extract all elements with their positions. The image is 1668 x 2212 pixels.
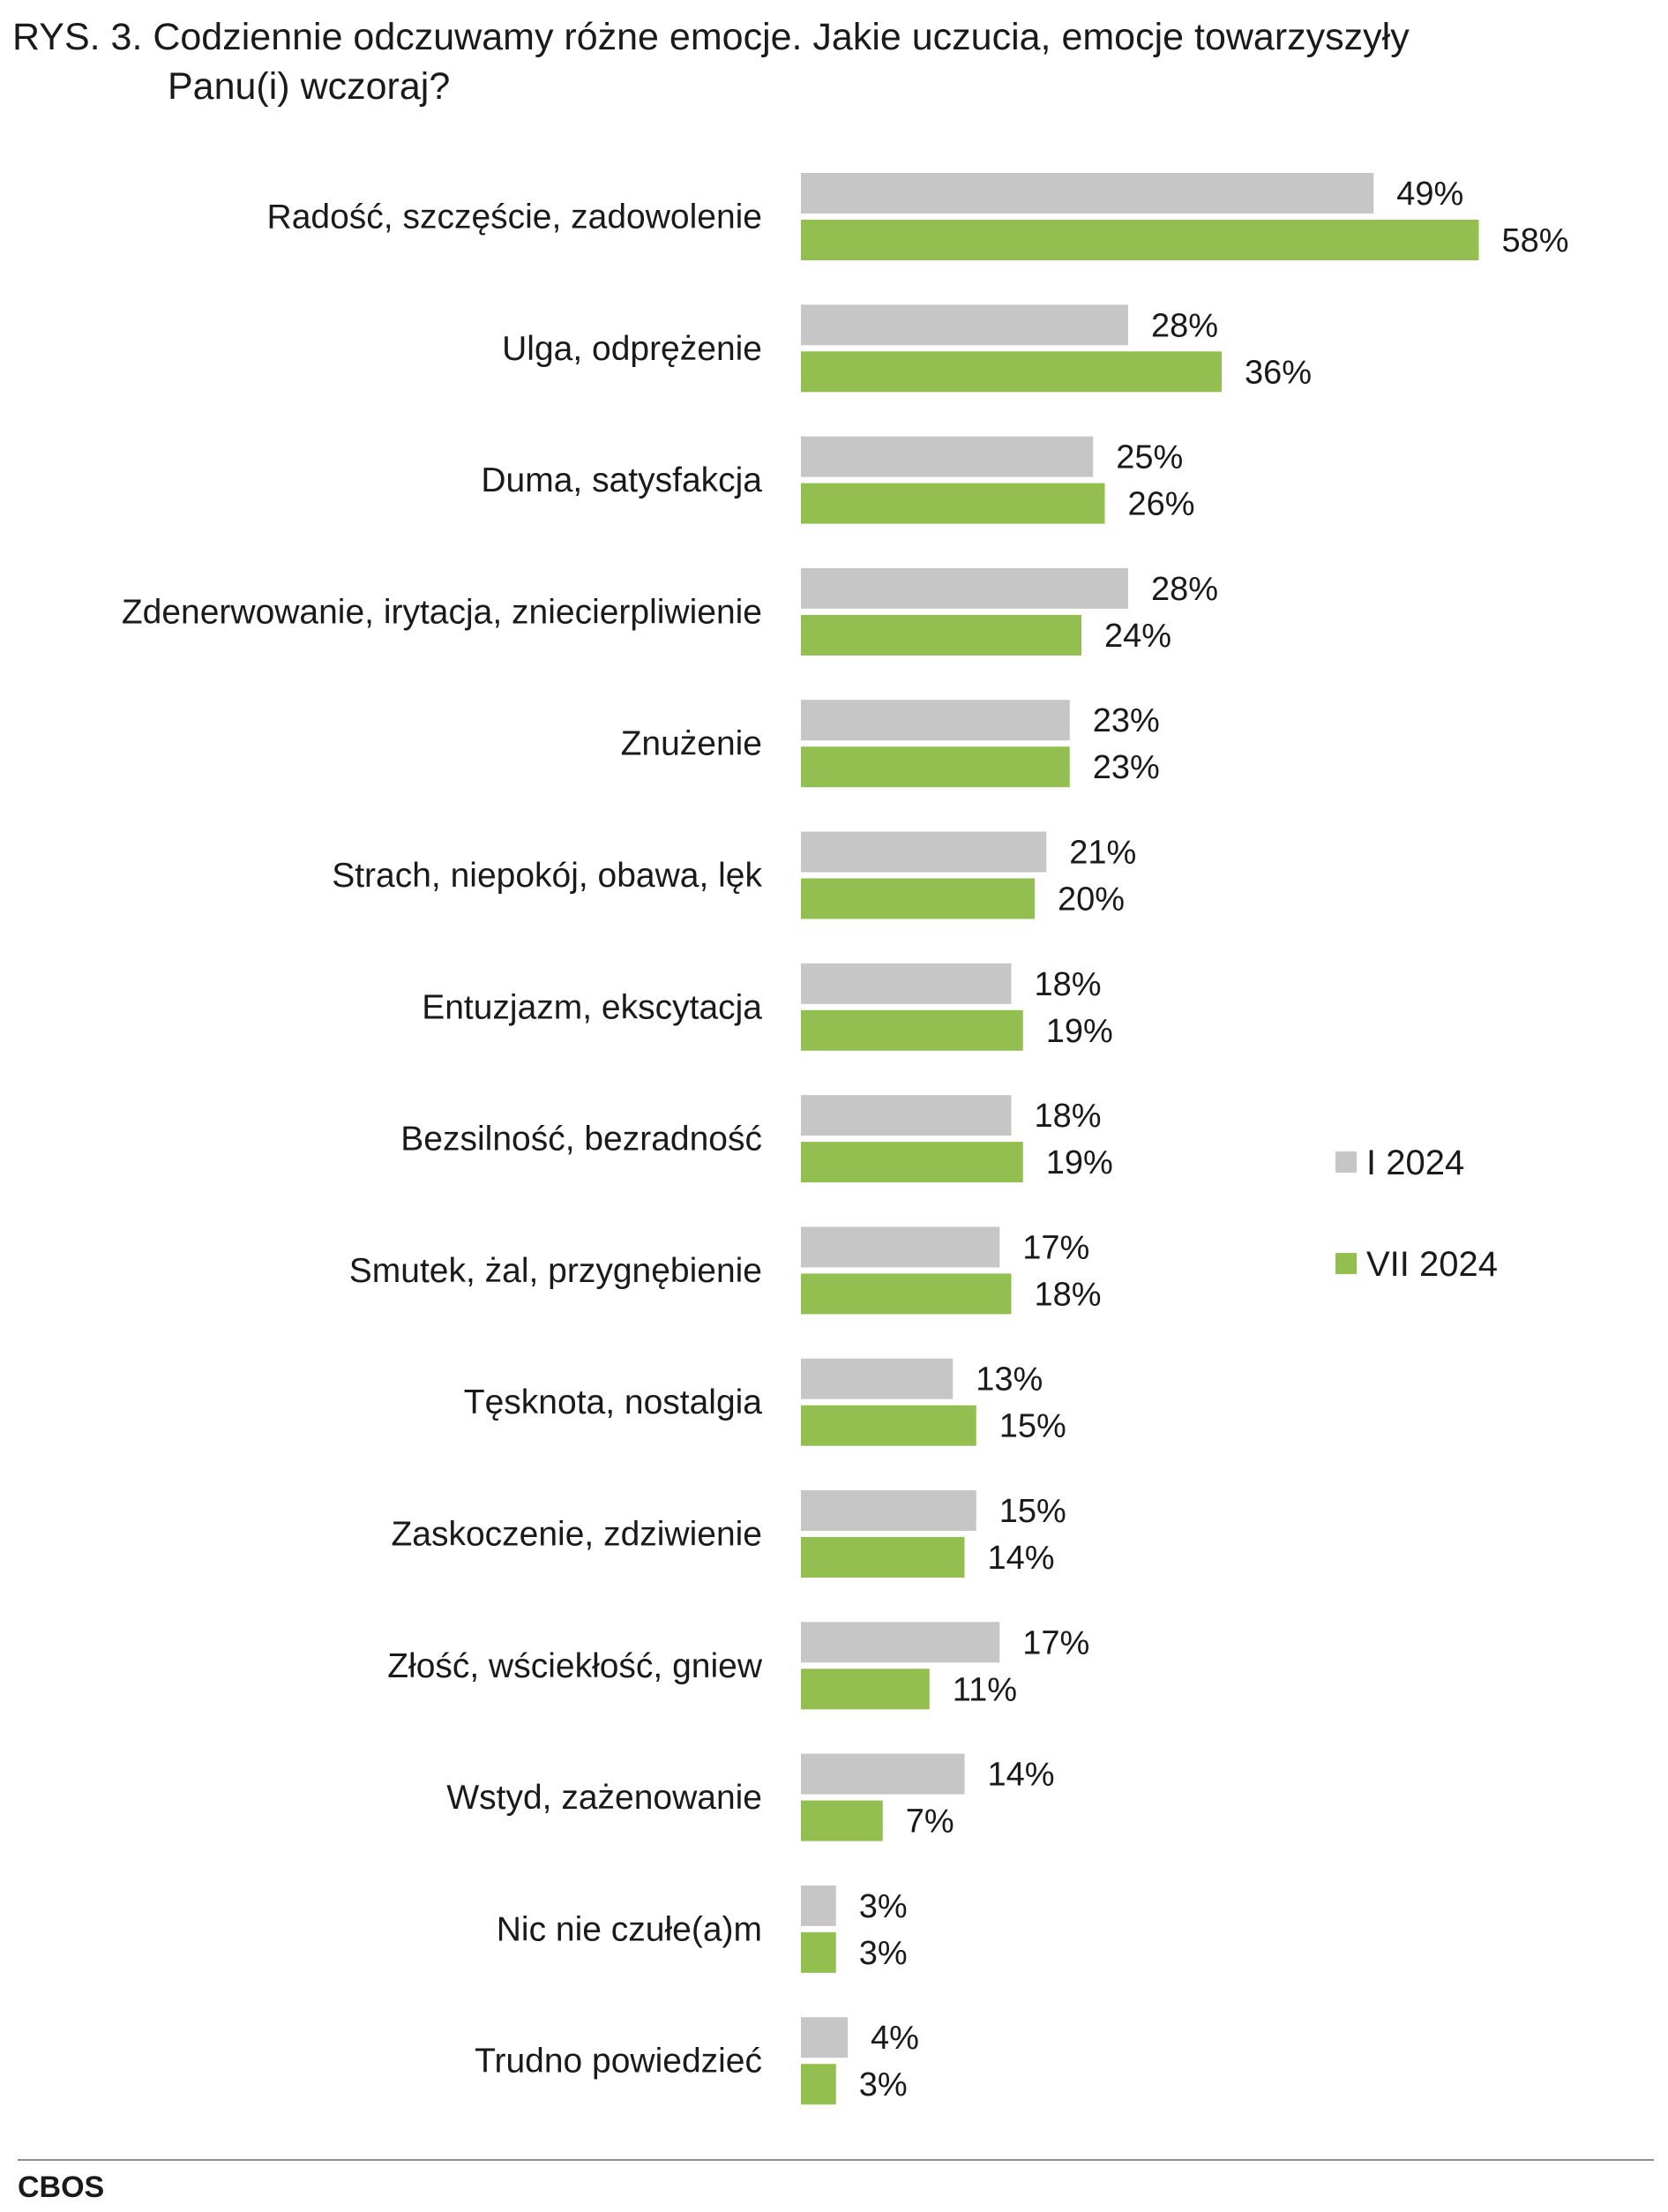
category-label: Złość, wściekłość, gniew bbox=[387, 1647, 763, 1685]
bar-vii-2024 bbox=[801, 878, 1035, 919]
legend-label: VII 2024 bbox=[1366, 1245, 1498, 1284]
legend-label: I 2024 bbox=[1366, 1143, 1464, 1182]
category-label: Entuzjazm, ekscytacja bbox=[422, 988, 762, 1026]
data-label: 21% bbox=[1069, 835, 1136, 872]
bar-i-2024 bbox=[801, 2017, 848, 2058]
bar-vii-2024 bbox=[801, 614, 1081, 656]
footer-divider bbox=[18, 2159, 1654, 2161]
data-label: 18% bbox=[1035, 1098, 1102, 1135]
chart-title-line-2: Panu(i) wczoraj? bbox=[168, 65, 451, 108]
bar-i-2024 bbox=[801, 1753, 965, 1795]
category-label: Trudno powiedzieć bbox=[475, 2043, 762, 2081]
bar-i-2024 bbox=[801, 963, 1012, 1004]
bar-chart: Radość, szczęście, zadowolenie 49% 58% Ulga… bbox=[122, 173, 1569, 2105]
data-label: 28% bbox=[1151, 571, 1218, 608]
data-label: 26% bbox=[1128, 486, 1195, 523]
bar-i-2024 bbox=[801, 1490, 976, 1531]
data-label: 15% bbox=[999, 1408, 1066, 1445]
data-label: 58% bbox=[1502, 222, 1569, 259]
data-label: 28% bbox=[1151, 307, 1218, 344]
bar-vii-2024 bbox=[801, 220, 1479, 260]
bars-layer: Radość, szczęście, zadowolenie 49% 58% Ulga… bbox=[122, 173, 1569, 2105]
data-label: 23% bbox=[1093, 749, 1160, 786]
data-label: 15% bbox=[999, 1493, 1066, 1530]
legend-swatch-i-2024 bbox=[1335, 1151, 1357, 1173]
legend: I 2024 VII 2024 bbox=[1335, 1143, 1498, 1284]
chart-title-line-1: RYS. 3. Codziennie odczuwamy różne emocj… bbox=[12, 16, 1410, 58]
bar-vii-2024 bbox=[801, 1142, 1023, 1183]
data-label: 18% bbox=[1035, 966, 1102, 1003]
data-label: 49% bbox=[1396, 176, 1463, 213]
bar-i-2024 bbox=[801, 700, 1070, 741]
bar-vii-2024 bbox=[801, 2064, 836, 2105]
bar-i-2024 bbox=[801, 1358, 954, 1399]
data-label: 7% bbox=[906, 1803, 954, 1841]
bar-vii-2024 bbox=[801, 1009, 1023, 1051]
category-label: Smutek, żal, przygnębienie bbox=[349, 1252, 762, 1290]
bar-i-2024 bbox=[801, 304, 1128, 346]
data-label: 14% bbox=[988, 1540, 1055, 1577]
category-label: Radość, szczęście, zadowolenie bbox=[267, 199, 762, 236]
data-label: 17% bbox=[1022, 1229, 1089, 1266]
bar-i-2024 bbox=[801, 173, 1374, 214]
bar-i-2024 bbox=[801, 1885, 836, 1926]
data-label: 19% bbox=[1046, 1144, 1113, 1181]
bar-i-2024 bbox=[801, 831, 1047, 873]
bar-vii-2024 bbox=[801, 483, 1105, 524]
category-label: Zdenerwowanie, irytacja, zniecierpliwien… bbox=[122, 593, 762, 631]
category-label: Zaskoczenie, zdziwienie bbox=[391, 1516, 762, 1554]
source-label: CBOS bbox=[18, 2171, 105, 2204]
data-label: 19% bbox=[1046, 1013, 1113, 1050]
bar-vii-2024 bbox=[801, 1931, 836, 1973]
category-label: Ulga, odprężenie bbox=[502, 330, 762, 368]
bar-vii-2024 bbox=[801, 1537, 965, 1578]
bar-i-2024 bbox=[801, 1226, 1000, 1268]
data-label: 14% bbox=[988, 1757, 1055, 1794]
category-label: Duma, satysfakcja bbox=[481, 461, 762, 499]
data-label: 24% bbox=[1104, 618, 1171, 655]
category-label: Wstyd, zażenowanie bbox=[446, 1779, 762, 1817]
data-label: 36% bbox=[1245, 354, 1312, 391]
data-label: 3% bbox=[859, 2066, 908, 2103]
data-label: 23% bbox=[1093, 702, 1160, 739]
bar-i-2024 bbox=[801, 436, 1094, 477]
data-label: 18% bbox=[1035, 1276, 1102, 1313]
data-label: 3% bbox=[859, 1888, 908, 1925]
data-label: 3% bbox=[859, 1935, 908, 1972]
legend-swatch-vii-2024 bbox=[1335, 1253, 1357, 1274]
data-label: 4% bbox=[871, 2020, 919, 2057]
category-label: Tęsknota, nostalgia bbox=[464, 1383, 763, 1421]
bar-vii-2024 bbox=[801, 1800, 883, 1841]
data-label: 25% bbox=[1116, 439, 1183, 476]
bar-i-2024 bbox=[801, 1622, 1000, 1663]
bar-vii-2024 bbox=[801, 1668, 930, 1710]
category-label: Nic nie czułe(a)m bbox=[497, 1910, 762, 1948]
bar-vii-2024 bbox=[801, 1405, 976, 1446]
bar-vii-2024 bbox=[801, 1273, 1012, 1315]
data-label: 17% bbox=[1022, 1624, 1089, 1661]
chart-title: RYS. 3. Codziennie odczuwamy różne emocj… bbox=[12, 12, 1410, 111]
bar-vii-2024 bbox=[801, 351, 1222, 393]
data-label: 11% bbox=[953, 1671, 1017, 1708]
category-label: Znużenie bbox=[621, 725, 762, 763]
bar-vii-2024 bbox=[801, 746, 1070, 788]
bar-i-2024 bbox=[801, 567, 1128, 609]
category-label: Bezsilność, bezradność bbox=[400, 1121, 762, 1158]
category-label: Strach, niepokój, obawa, lęk bbox=[332, 857, 762, 895]
bar-i-2024 bbox=[801, 1095, 1012, 1136]
data-label: 20% bbox=[1058, 881, 1125, 919]
data-label: 13% bbox=[976, 1361, 1043, 1398]
